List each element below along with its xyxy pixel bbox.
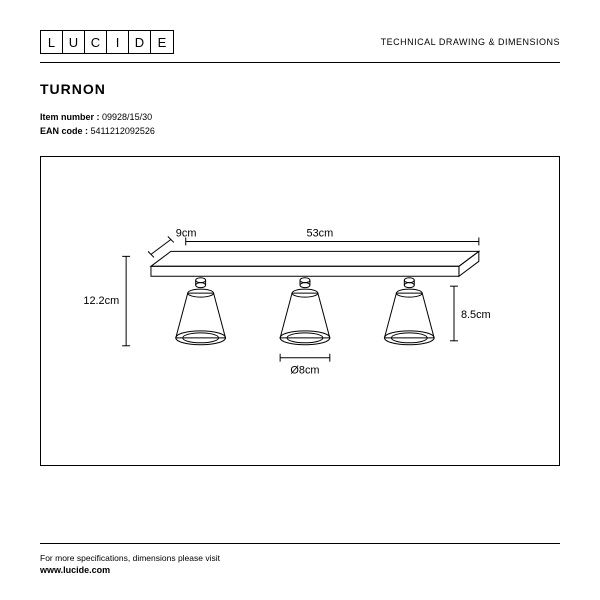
dim-length: 53cm: [307, 227, 334, 239]
logo-letter: I: [107, 31, 129, 53]
item-number-label: Item number :: [40, 112, 100, 122]
logo-letter: C: [85, 31, 107, 53]
footer-text: For more specifications, dimensions plea…: [40, 552, 560, 565]
dim-diameter: Ø8cm: [290, 365, 319, 377]
logo-letter: D: [129, 31, 151, 53]
footer-url: www.lucide.com: [40, 565, 560, 575]
technical-drawing: 9cm 53cm 12.2cm: [41, 157, 559, 465]
logo-letter: L: [41, 31, 63, 53]
ean-label: EAN code :: [40, 126, 88, 136]
dim-lamp-height: 8.5cm: [461, 309, 491, 321]
item-number-value: 09928/15/30: [102, 112, 152, 122]
logo-letter: U: [63, 31, 85, 53]
dim-height: 12.2cm: [83, 295, 119, 307]
header-divider: [40, 62, 560, 63]
logo-letter: E: [151, 31, 173, 53]
brand-logo: L U C I D E: [40, 30, 174, 54]
ean-value: 5411212092526: [91, 126, 155, 136]
product-meta: Item number : 09928/15/30 EAN code : 541…: [40, 111, 560, 138]
header-subtitle: TECHNICAL DRAWING & DIMENSIONS: [381, 37, 560, 47]
technical-drawing-frame: 9cm 53cm 12.2cm: [40, 156, 560, 466]
product-name: TURNON: [40, 81, 560, 97]
footer-divider: [40, 543, 560, 544]
